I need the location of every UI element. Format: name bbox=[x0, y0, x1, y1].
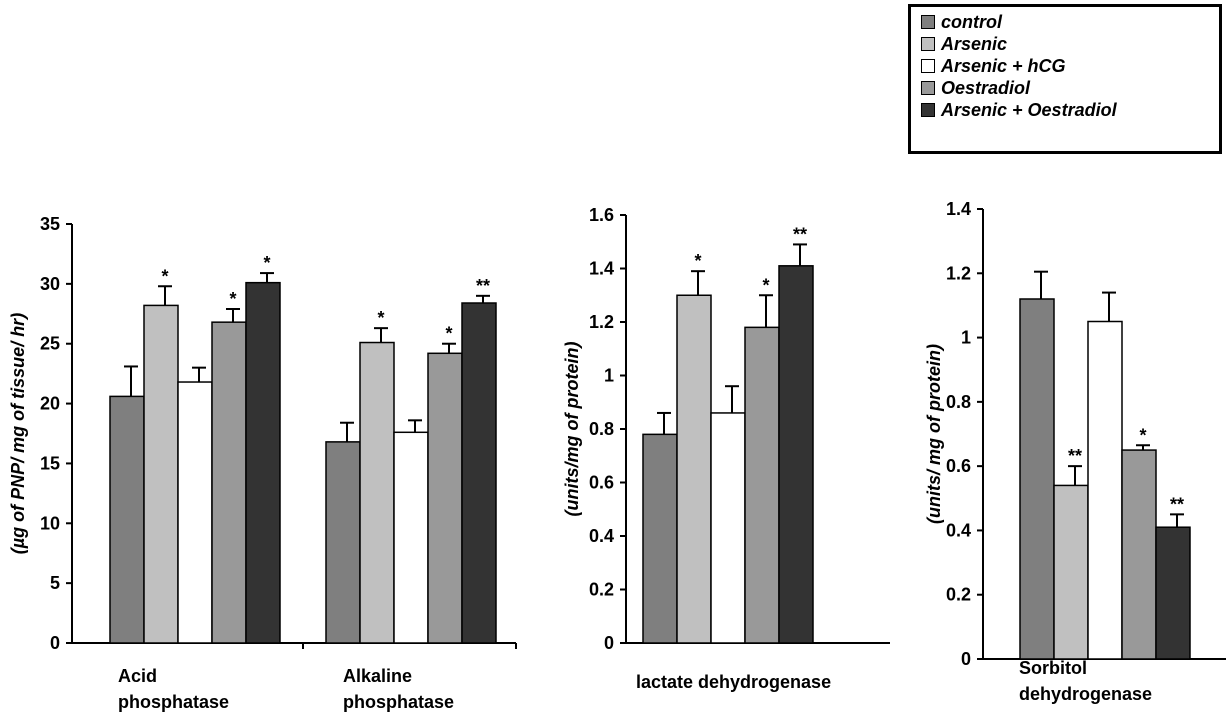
bar bbox=[1053, 484, 1089, 660]
y-tick-label: 0 bbox=[604, 633, 614, 653]
y-tick-label: 10 bbox=[40, 513, 60, 533]
category-label: Alkaline phosphatase bbox=[343, 666, 454, 712]
bar bbox=[461, 302, 497, 644]
y-tick-label: 1.2 bbox=[946, 263, 971, 283]
legend-swatch bbox=[921, 59, 935, 73]
y-tick-label: 1 bbox=[961, 328, 971, 348]
y-axis-label: (µg of PNP/ mg of tissue/ hr) bbox=[8, 313, 28, 554]
bar bbox=[245, 281, 281, 644]
legend-item: Arsenic + hCG bbox=[921, 55, 1219, 77]
significance-mark: * bbox=[263, 253, 270, 273]
legend-item: Arsenic + Oestradiol bbox=[921, 99, 1219, 121]
bar bbox=[778, 265, 814, 644]
category-label: Sorbitol dehydrogenase bbox=[1019, 658, 1152, 704]
y-tick-label: 0.2 bbox=[946, 585, 971, 605]
y-tick-label: 0.4 bbox=[946, 520, 971, 540]
legend-swatch bbox=[921, 81, 935, 95]
bar bbox=[1019, 298, 1055, 660]
y-tick-label: 0 bbox=[50, 633, 60, 653]
significance-mark: * bbox=[694, 251, 701, 271]
bar bbox=[1087, 320, 1123, 660]
category-label: lactate dehydrogenase bbox=[636, 672, 831, 692]
y-tick-label: 0.8 bbox=[946, 392, 971, 412]
chart-2: 0 0.2 0.4 0.6 0.8 1 1.2 1.4 1.6 (units/mg of prot… bbox=[562, 205, 890, 692]
significance-mark: * bbox=[229, 289, 236, 309]
bar bbox=[393, 431, 429, 644]
y-tick-label: 0.8 bbox=[589, 419, 614, 439]
significance-mark: * bbox=[1139, 425, 1146, 445]
significance-mark: ** bbox=[476, 276, 490, 296]
bar bbox=[710, 412, 746, 644]
bar bbox=[177, 381, 213, 644]
legend: control Arsenic Arsenic + hCG Oestradiol Ars… bbox=[908, 4, 1222, 154]
y-tick-label: 15 bbox=[40, 453, 60, 473]
y-tick-label: 20 bbox=[40, 394, 60, 414]
bar bbox=[427, 352, 463, 644]
y-tick-label: 1.6 bbox=[589, 205, 614, 225]
y-tick-label: 30 bbox=[40, 274, 60, 294]
significance-mark: * bbox=[762, 275, 769, 295]
significance-mark: ** bbox=[793, 224, 807, 244]
bar bbox=[642, 433, 678, 644]
y-tick-label: 0 bbox=[961, 649, 971, 669]
chart-1: 0 5 10 15 20 25 30 35 (µg of PNP/ mg of tissue/ … bbox=[8, 214, 517, 712]
bar bbox=[1121, 449, 1157, 660]
bar bbox=[359, 341, 395, 644]
y-tick-label: 35 bbox=[40, 214, 60, 234]
y-tick-label: 1 bbox=[604, 366, 614, 386]
legend-swatch bbox=[921, 37, 935, 51]
y-tick-label: 0.2 bbox=[589, 580, 614, 600]
chart-3: 0 0.2 0.4 0.6 0.8 1 1.2 1.4 (units/ mg of protei… bbox=[924, 199, 1226, 704]
significance-mark: * bbox=[377, 308, 384, 328]
y-axis-label: (units/ mg of protein) bbox=[924, 344, 944, 524]
legend-item: Arsenic bbox=[921, 33, 1219, 55]
bar bbox=[325, 441, 361, 644]
bar bbox=[676, 294, 712, 644]
bar bbox=[109, 395, 145, 644]
y-axis-label: (units/mg of protein) bbox=[562, 342, 582, 517]
legend-item: control bbox=[921, 11, 1219, 33]
y-tick-label: 0.6 bbox=[589, 473, 614, 493]
y-tick-label: 1.4 bbox=[589, 259, 614, 279]
bar bbox=[744, 326, 780, 644]
legend-swatch bbox=[921, 103, 935, 117]
significance-mark: ** bbox=[1170, 494, 1184, 514]
y-tick-label: 0.6 bbox=[946, 456, 971, 476]
legend-swatch bbox=[921, 15, 935, 29]
legend-label: Arsenic bbox=[941, 33, 1008, 54]
y-tick-label: 5 bbox=[50, 573, 60, 593]
legend-label: control bbox=[941, 11, 1002, 32]
significance-mark: ** bbox=[1068, 446, 1082, 466]
significance-mark: * bbox=[445, 324, 452, 344]
legend-label: Arsenic + Oestradiol bbox=[941, 99, 1117, 120]
y-tick-label: 0.4 bbox=[589, 526, 614, 546]
legend-label: Oestradiol bbox=[941, 77, 1031, 98]
bar bbox=[1155, 526, 1191, 660]
y-tick-label: 1.2 bbox=[589, 312, 614, 332]
significance-mark: * bbox=[161, 266, 168, 286]
y-tick-label: 25 bbox=[40, 334, 60, 354]
category-label: Acid phosphatase bbox=[118, 666, 229, 712]
legend-item: Oestradiol bbox=[921, 77, 1219, 99]
bar bbox=[143, 304, 179, 644]
y-tick-label: 1.4 bbox=[946, 199, 971, 219]
legend-label: Arsenic + hCG bbox=[941, 55, 1066, 76]
bar bbox=[211, 321, 247, 644]
